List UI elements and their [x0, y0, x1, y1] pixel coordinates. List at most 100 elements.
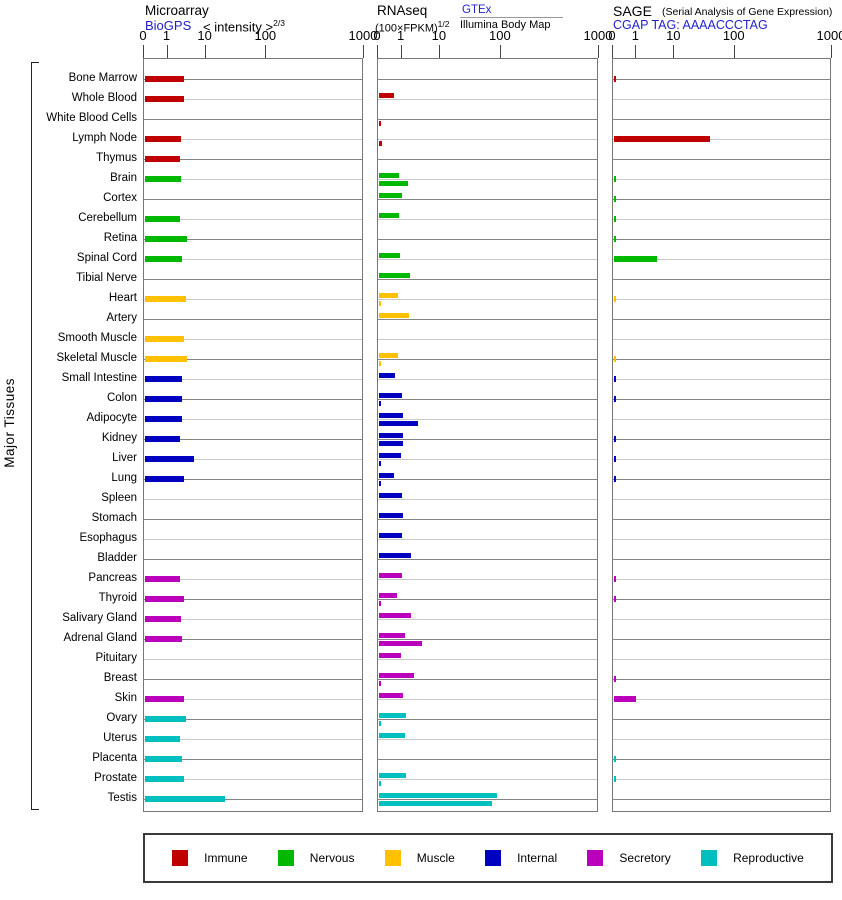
bar-sage	[614, 236, 616, 242]
grid-line	[144, 179, 362, 180]
bar-microarray	[145, 436, 180, 442]
bar-microarray	[145, 236, 188, 242]
grid-line	[378, 579, 597, 580]
grid-line	[378, 639, 597, 640]
bar-sage	[614, 576, 616, 582]
grid-line	[613, 679, 830, 680]
grid-line	[613, 459, 830, 460]
grid-line	[613, 659, 830, 660]
axis-tick	[673, 45, 675, 58]
grid-line	[144, 419, 362, 420]
bar-microarray	[145, 336, 184, 342]
grid-line	[378, 459, 597, 460]
internal-swatch	[485, 850, 502, 866]
grid-line	[144, 659, 362, 660]
grid-line	[144, 99, 362, 100]
legend-label: Reproductive	[733, 851, 804, 865]
bar-rnaseq-gtex	[379, 413, 403, 418]
bar-microarray	[145, 136, 181, 142]
bar-sage	[614, 136, 710, 142]
bar-sage	[614, 76, 616, 82]
tissue-label: Whole Blood	[71, 92, 137, 104]
bar-microarray	[145, 716, 186, 722]
axis-tick-label: 0	[139, 28, 147, 43]
axis-tick	[377, 45, 378, 58]
grid-line	[613, 559, 830, 560]
bar-microarray	[145, 696, 184, 702]
bar-rnaseq-gtex	[379, 513, 404, 518]
axis-tick-label: 0	[373, 28, 381, 43]
axis-tick-label: 10	[431, 28, 447, 43]
tissue-label: Spleen	[101, 492, 137, 504]
grid-line	[378, 619, 597, 620]
bar-sage	[614, 196, 616, 202]
axis-tick-label: 1000	[348, 28, 378, 43]
tissue-bracket	[31, 62, 32, 810]
axis-tick-label: 1	[162, 28, 171, 43]
legend-label: Immune	[204, 851, 248, 865]
bar-rnaseq-gtex	[379, 733, 405, 738]
grid-line	[613, 139, 830, 140]
bar-rnaseq-gtex	[379, 713, 407, 718]
bar-microarray	[145, 296, 186, 302]
sage-panel	[612, 58, 831, 812]
tissue-label: Smooth Muscle	[57, 332, 137, 344]
grid-line	[613, 579, 830, 580]
legend-label: Muscle	[416, 851, 455, 865]
tissue-label: Cerebellum	[78, 212, 137, 224]
tissue-label: Salivary Gland	[62, 612, 137, 624]
bar-rnaseq-gtex	[379, 93, 395, 98]
cgap-link[interactable]: CGAP	[613, 18, 649, 32]
bar-microarray	[145, 776, 184, 782]
grid-line	[378, 479, 597, 480]
grid-line	[144, 699, 362, 700]
bar-rnaseq-gtex	[379, 573, 402, 578]
tissue-label: Placenta	[92, 752, 137, 764]
bar-rnaseq-illumina	[379, 481, 381, 486]
bar-rnaseq-gtex	[379, 613, 411, 618]
grid-line	[613, 279, 830, 280]
grid-line	[144, 119, 362, 120]
axis-tick-label: 1000	[816, 28, 842, 43]
bar-rnaseq-gtex	[379, 793, 497, 798]
grid-line	[144, 339, 362, 340]
bar-rnaseq-illumina	[379, 801, 493, 806]
grid-line	[144, 559, 362, 560]
tissue-label: Artery	[106, 312, 137, 324]
grid-line	[613, 199, 830, 200]
grid-line	[613, 619, 830, 620]
grid-line	[613, 339, 830, 340]
bar-microarray	[145, 156, 180, 162]
grid-line	[378, 159, 597, 160]
bar-microarray	[145, 376, 183, 382]
tissue-label: Breast	[103, 672, 137, 684]
legend-item: Nervous	[277, 850, 355, 866]
bar-sage	[614, 456, 616, 462]
bar-rnaseq-gtex	[379, 773, 407, 778]
rnaseq-panel	[377, 58, 598, 812]
gtex-link[interactable]: GTEx	[462, 4, 492, 16]
grid-line	[378, 259, 597, 260]
tissue-label: Pancreas	[88, 572, 137, 584]
grid-line	[613, 439, 830, 440]
tissue-label: Uterus	[103, 732, 137, 744]
bar-rnaseq-gtex	[379, 533, 402, 538]
tissue-label: Stomach	[91, 512, 137, 524]
grid-line	[378, 379, 597, 380]
rnaseq-source-divider	[460, 16, 563, 18]
grid-line	[144, 519, 362, 520]
tissue-bracket-top-arm	[31, 62, 39, 63]
bar-microarray	[145, 616, 181, 622]
grid-line	[613, 759, 830, 760]
biogps-link[interactable]: BioGPS	[145, 18, 192, 33]
grid-line	[378, 239, 597, 240]
axis-tick	[612, 45, 613, 58]
grid-line	[613, 519, 830, 520]
tissue-label: Ovary	[106, 712, 137, 724]
bar-rnaseq-gtex	[379, 673, 414, 678]
sage-title: SAGE	[613, 3, 652, 19]
grid-line	[144, 459, 362, 460]
grid-line	[144, 599, 362, 600]
legend-label: Nervous	[309, 851, 355, 865]
axis-tick	[143, 45, 144, 58]
